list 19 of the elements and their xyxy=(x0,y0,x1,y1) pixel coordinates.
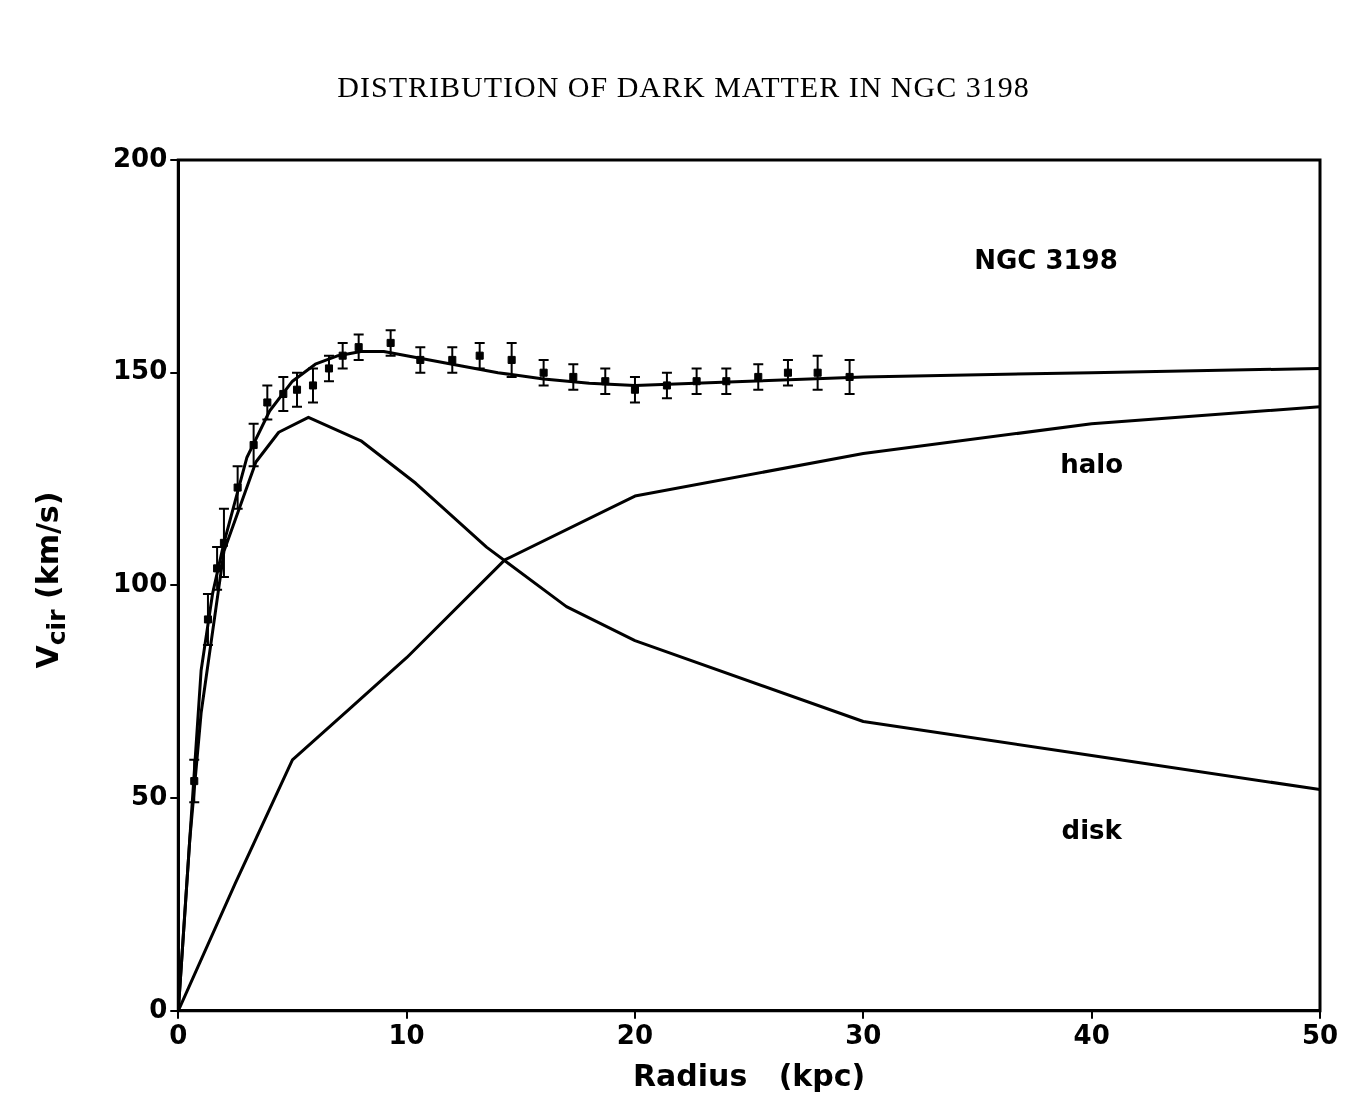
y-tick-label: 150 xyxy=(112,355,168,386)
point xyxy=(338,351,347,360)
x-tick-label: 0 xyxy=(169,1020,188,1051)
y-tick-label: 50 xyxy=(131,780,168,811)
y-tick-label: 0 xyxy=(149,993,168,1024)
x-tick-label: 10 xyxy=(388,1020,425,1051)
annotation: NGC 3198 xyxy=(974,244,1118,275)
point xyxy=(233,483,242,492)
annotation: halo xyxy=(1060,449,1124,480)
x-tick-label: 50 xyxy=(1301,1020,1339,1051)
x-axis-title: Radius (kpc) xyxy=(633,1057,866,1093)
x-tick-label: 30 xyxy=(845,1020,882,1051)
x-tick-label: 20 xyxy=(616,1020,654,1051)
y-tick-label: 200 xyxy=(112,142,168,173)
point xyxy=(263,398,272,407)
annotation: disk xyxy=(1061,814,1123,845)
x-tick-label: 40 xyxy=(1073,1020,1110,1051)
chart-title: DISTRIBUTION OF DARK MATTER IN NGC 3198 xyxy=(336,70,1031,104)
y-tick-label: 100 xyxy=(112,568,168,599)
